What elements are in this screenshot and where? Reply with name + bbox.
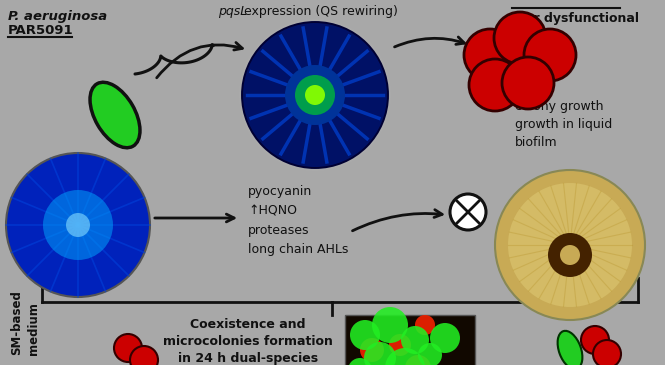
Circle shape	[401, 326, 429, 354]
Text: SM-based
medium: SM-based medium	[10, 290, 40, 355]
Circle shape	[430, 323, 460, 353]
Text: pyocyanin
↑HQNO
proteases
long chain AHLs: pyocyanin ↑HQNO proteases long chain AHL…	[248, 185, 348, 257]
Circle shape	[6, 153, 150, 297]
Circle shape	[385, 348, 425, 365]
Circle shape	[469, 59, 521, 111]
Circle shape	[285, 65, 345, 125]
Circle shape	[593, 340, 621, 365]
Ellipse shape	[558, 331, 583, 365]
Text: colony growth
growth in liquid
biofilm: colony growth growth in liquid biofilm	[515, 100, 612, 149]
Ellipse shape	[90, 82, 140, 148]
Circle shape	[364, 342, 396, 365]
Circle shape	[495, 170, 645, 320]
Bar	[345, 315, 475, 365]
Circle shape	[43, 190, 113, 260]
Circle shape	[548, 233, 592, 277]
Circle shape	[130, 346, 158, 365]
Circle shape	[450, 194, 486, 230]
Circle shape	[508, 183, 632, 307]
Circle shape	[389, 334, 411, 356]
Circle shape	[295, 75, 335, 115]
Circle shape	[114, 334, 142, 362]
Circle shape	[305, 85, 325, 105]
Text: expression (QS rewiring): expression (QS rewiring)	[240, 5, 398, 18]
Text: ↑biofilm: ↑biofilm	[515, 30, 568, 43]
Text: Agr dysfunctional: Agr dysfunctional	[515, 12, 639, 25]
Circle shape	[415, 315, 435, 335]
Circle shape	[560, 245, 580, 265]
Circle shape	[405, 355, 431, 365]
Text: PAR5091: PAR5091	[8, 24, 74, 37]
Circle shape	[502, 57, 554, 109]
Circle shape	[240, 20, 390, 170]
Circle shape	[348, 358, 372, 365]
Text: Coexistence and
microcolonies formation
in 24 h dual-species
biofilm: Coexistence and microcolonies formation …	[163, 318, 333, 365]
Circle shape	[464, 29, 516, 81]
Circle shape	[494, 12, 546, 64]
Circle shape	[524, 29, 576, 81]
Circle shape	[418, 343, 442, 365]
Circle shape	[360, 338, 384, 362]
Circle shape	[243, 23, 387, 167]
Circle shape	[372, 307, 408, 343]
Text: P. aeruginosa: P. aeruginosa	[8, 10, 107, 23]
Circle shape	[350, 320, 380, 350]
Circle shape	[66, 213, 90, 237]
Circle shape	[581, 326, 609, 354]
Text: pqsL: pqsL	[218, 5, 247, 18]
